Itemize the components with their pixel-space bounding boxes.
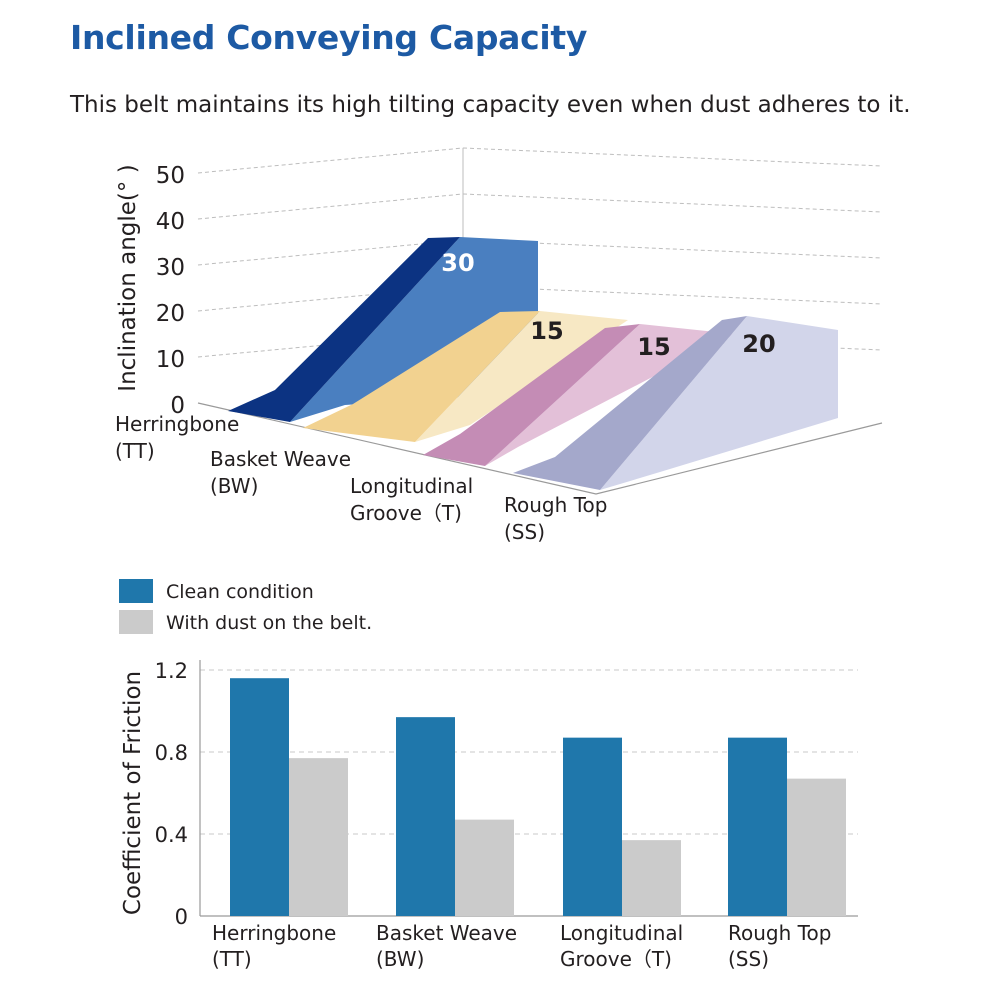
gridline-back-left (197, 239, 464, 266)
value-label-bw: 15 (530, 317, 563, 345)
y-tick-label: 0.4 (155, 823, 188, 847)
category-label: Longitudinal (560, 921, 683, 945)
gridline-back-left (197, 285, 464, 312)
friction-bar-chart: Clean condition With dust on the belt. 0 0.… (119, 579, 858, 971)
bar-dust (455, 819, 514, 916)
ramp-front-tt (228, 237, 460, 422)
ramp-front-ss (513, 316, 747, 490)
ramp-side-ss (600, 316, 838, 490)
y-tick-label: 10 (156, 347, 185, 373)
value-label-t: 15 (637, 333, 670, 361)
ramp-front-t (423, 324, 640, 466)
y-tick-label: 30 (156, 255, 185, 281)
y-tick-label: 0 (175, 905, 188, 929)
category-label: Longitudinal (350, 474, 473, 498)
inclination-3d-chart: 0 10 20 30 40 50 Inclination angle(° ) 30 15 15 20… (115, 147, 883, 544)
gridline-back-right (462, 147, 883, 167)
ramp-front-bw (303, 311, 540, 442)
category-label: Groove（T) (350, 501, 462, 525)
category-label: Groove（T) (560, 947, 672, 971)
category-label: Rough Top (504, 493, 607, 517)
category-label: (SS) (728, 947, 769, 971)
gridline-back-left (197, 193, 464, 220)
category-label: (TT) (115, 439, 155, 463)
gridline-back-right (462, 193, 883, 213)
value-label-tt: 30 (441, 249, 474, 277)
bar-clean (396, 717, 455, 916)
category-label: Basket Weave (376, 921, 517, 945)
category-label: (BW) (376, 947, 424, 971)
category-label: Herringbone (212, 921, 336, 945)
bar-clean (728, 737, 787, 916)
ramp-side-bw (415, 311, 628, 442)
y-tick-label: 40 (156, 209, 185, 235)
y-tick-label: 50 (156, 163, 185, 189)
floor-edge (197, 402, 883, 495)
category-label: Rough Top (728, 921, 831, 945)
bar-dust (622, 840, 681, 916)
bar-clean (230, 678, 289, 916)
y-tick-label: 1.2 (155, 659, 188, 683)
y-axis-title: Inclination angle(° ) (115, 164, 141, 391)
category-label: Basket Weave (210, 447, 351, 471)
y-tick-label: 0 (170, 393, 185, 419)
page-subtitle: This belt maintains its high tilting cap… (70, 92, 911, 118)
ramp-side-t (485, 324, 735, 466)
legend-label: Clean condition (166, 581, 314, 603)
gridline-back-left (197, 147, 464, 174)
y-tick-label: 0.8 (155, 741, 188, 765)
bar-dust (289, 758, 348, 916)
legend-swatch (119, 610, 153, 634)
value-label-ss: 20 (742, 330, 775, 358)
bar-dust (787, 778, 846, 916)
bar-clean (563, 737, 622, 916)
page-title: Inclined Conveying Capacity (70, 18, 588, 57)
category-label: Herringbone (115, 412, 239, 436)
category-label: (SS) (504, 520, 545, 544)
category-label: (TT) (212, 947, 252, 971)
y-axis-title: Coefficient of Friction (120, 671, 146, 915)
category-label: (BW) (210, 474, 258, 498)
y-tick-label: 20 (156, 301, 185, 327)
legend-swatch (119, 579, 153, 603)
legend-label: With dust on the belt. (166, 612, 372, 634)
